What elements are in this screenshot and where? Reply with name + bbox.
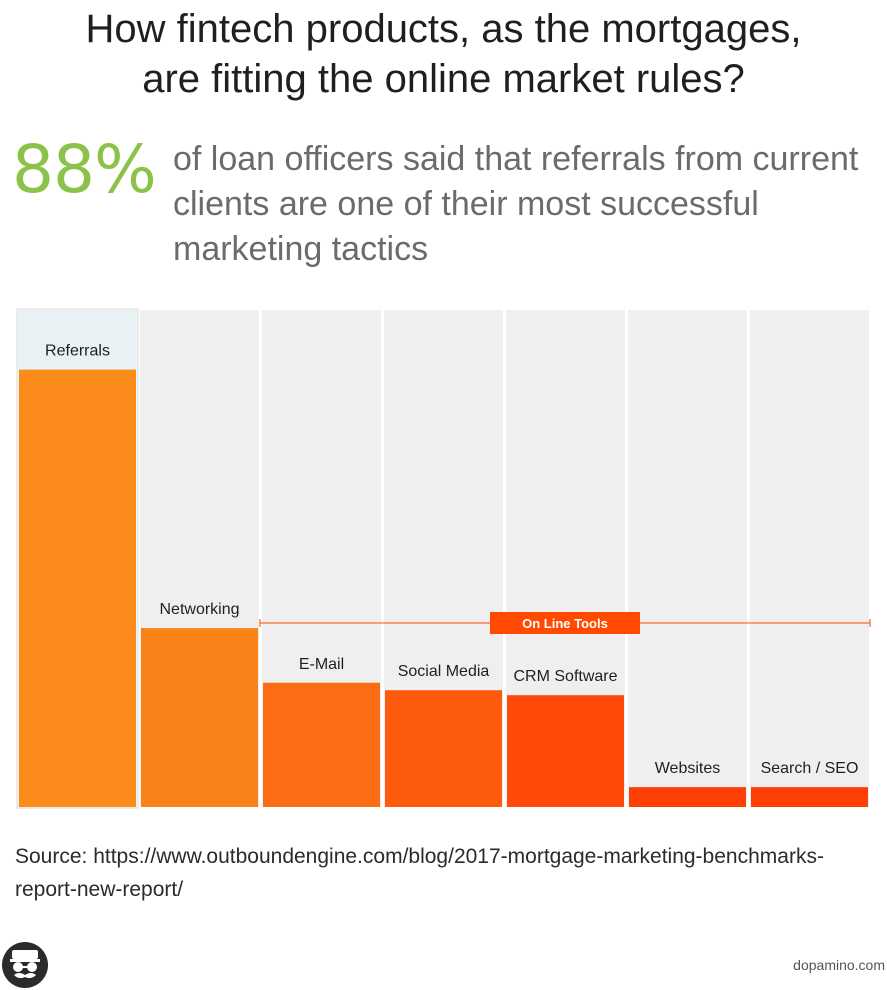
category-label-networking: Networking [159, 601, 239, 618]
brand-name: dopamino.com [793, 957, 885, 973]
column-bg-search-seo [750, 310, 869, 807]
category-label-crm-software: CRM Software [513, 668, 617, 685]
source-note: Source: https://www.outboundengine.com/b… [15, 845, 824, 901]
category-label-search-seo: Search / SEO [761, 760, 859, 777]
highlight-frame [16, 308, 139, 809]
stat-value: 88% [12, 131, 157, 208]
bar-websites [629, 787, 746, 807]
bar-networking [141, 628, 258, 807]
mustache-face-icon [2, 942, 48, 988]
bar-e-mail [263, 682, 380, 807]
bar-chart: On Line Tools Referrals Networking E-Mail So… [16, 308, 871, 809]
title-line-1: How fintech products, as the mortgages, [85, 7, 802, 51]
category-label-referrals: Referrals [45, 343, 110, 360]
category-label-social-media: Social Media [398, 663, 490, 680]
bar-search-seo [751, 787, 868, 807]
column-bg-websites [628, 310, 747, 807]
stat-description: of loan officers said that referrals fro… [173, 140, 859, 268]
bar-crm-software [507, 695, 624, 807]
bar-referrals [19, 369, 136, 807]
annotation-badge [490, 612, 640, 634]
annotation-label: On Line Tools [522, 616, 608, 631]
title-line-2: are fitting the online market rules? [142, 57, 745, 101]
page-title: How fintech products, as the mortgages, … [0, 4, 887, 104]
category-label-websites: Websites [655, 760, 721, 777]
bar-social-media [385, 690, 502, 807]
category-label-e-mail: E-Mail [299, 656, 344, 673]
